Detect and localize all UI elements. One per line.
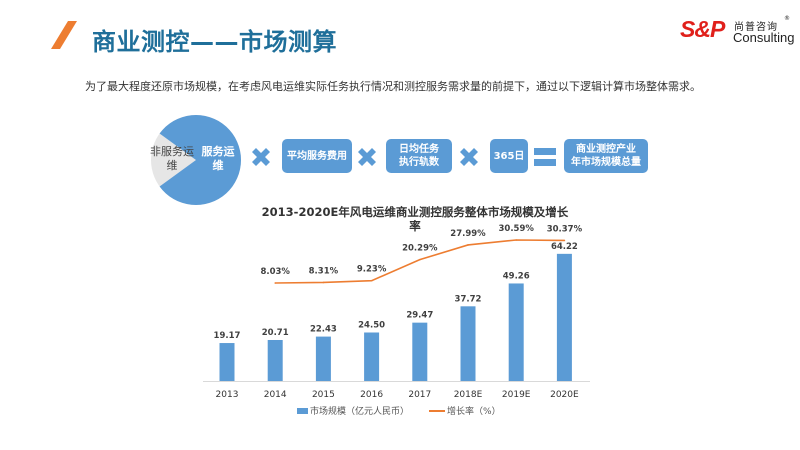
service-share-pie — [151, 114, 241, 205]
multiply-icon — [358, 148, 376, 166]
pie-slice-service — [159, 114, 241, 205]
pie-label-service: 服务运维 — [201, 145, 235, 172]
box-annual-market-total: 商业测控产业 年市场规模总量 — [564, 139, 648, 173]
bar-value-label: 37.72 — [455, 294, 482, 304]
bar-market-size — [267, 339, 283, 381]
x-tick-label: 2016 — [360, 390, 383, 400]
bar-market-size — [315, 336, 331, 381]
chart-legend: 市场规模（亿元人民币） 增长率（%） — [297, 404, 501, 417]
growth-rate-label: 8.03% — [260, 267, 290, 277]
bar-market-size — [219, 343, 235, 381]
legend-line-swatch — [429, 409, 446, 412]
chart-title: 2013-2020E年风电运维商业测控服务整体市场规模及增长 率 — [230, 205, 600, 233]
box-daily-tasks-line1: 日均任务 — [399, 144, 439, 155]
legend-bar-swatch — [297, 407, 308, 414]
x-tick-label: 2019E — [502, 390, 531, 400]
chart-title-line1: 2013-2020E年风电运维商业测控服务整体市场规模及增长 — [261, 205, 569, 219]
growth-rate-point — [563, 239, 566, 242]
logo-chinese: 尚普咨询 — [734, 22, 778, 33]
x-tick-label: 2013 — [216, 390, 239, 400]
legend-line-label: 增长率（%） — [447, 407, 501, 417]
box-avg-service-fee: 平均服务费用 — [282, 139, 352, 173]
growth-rate-point — [467, 244, 469, 246]
bar-value-label: 64.22 — [551, 242, 578, 252]
box-daily-tasks: 日均任务 执行轨数 — [386, 139, 452, 173]
box-result-line1: 商业测控产业 — [576, 144, 636, 155]
x-tick-label: 2017 — [408, 390, 431, 400]
bar-market-size — [364, 332, 380, 381]
x-tick-label: 2020E — [550, 390, 579, 400]
growth-rate-label: 27.99% — [450, 229, 486, 239]
x-tick-label: 2018E — [454, 390, 483, 400]
logo-registered: ® — [784, 15, 790, 22]
equals-icon — [534, 146, 556, 168]
growth-rate-point — [370, 279, 373, 282]
page-title: 商业测控——市场测算 — [92, 28, 337, 56]
legend-bar-label: 市场规模（亿元人民币） — [310, 407, 410, 417]
pie-label-other: 非服务运维 — [150, 145, 194, 172]
x-tick-label: 2015 — [312, 390, 335, 400]
bar-market-size — [412, 322, 428, 381]
growth-rate-label: 30.37% — [547, 224, 583, 234]
bar-value-label: 24.50 — [358, 320, 385, 330]
growth-rate-point — [419, 258, 421, 261]
growth-rate-label: 30.59% — [498, 224, 534, 234]
growth-rate-point — [274, 282, 277, 284]
intro-text: 为了最大程度还原市场规模，在考虑风电运维实际任务执行情况和测控服务需求量的前提下… — [85, 80, 701, 93]
box-daily-tasks-line2: 执行轨数 — [399, 157, 439, 168]
multiply-icon — [460, 148, 478, 166]
bar-value-label: 49.26 — [503, 271, 530, 281]
growth-rate-label: 8.31% — [309, 266, 339, 276]
logo-brand: S&P — [680, 16, 725, 42]
bar-market-size — [460, 306, 476, 381]
bar-value-label: 20.71 — [262, 328, 289, 338]
x-tick-label: 2014 — [264, 390, 287, 400]
bar-value-label: 29.47 — [406, 311, 433, 321]
growth-rate-label: 9.23% — [357, 265, 387, 275]
logo-english: Consulting — [733, 30, 795, 45]
bar-market-size — [556, 253, 572, 381]
growth-rate-label: 20.29% — [402, 244, 438, 254]
company-logo: S&P 尚普咨询 Consulting ® — [680, 15, 794, 46]
accent-slash-icon — [51, 21, 77, 49]
growth-rate-point — [322, 281, 325, 284]
bar-value-label: 22.43 — [310, 325, 337, 335]
box-result-line2: 年市场规模总量 — [571, 157, 641, 168]
chart-title-line2: 率 — [409, 219, 421, 233]
box-365-days: 365日 — [490, 139, 528, 173]
growth-rate-point — [515, 239, 517, 241]
multiply-icon — [252, 148, 270, 166]
bar-market-size — [508, 283, 524, 381]
bar-value-label: 19.17 — [214, 331, 241, 341]
